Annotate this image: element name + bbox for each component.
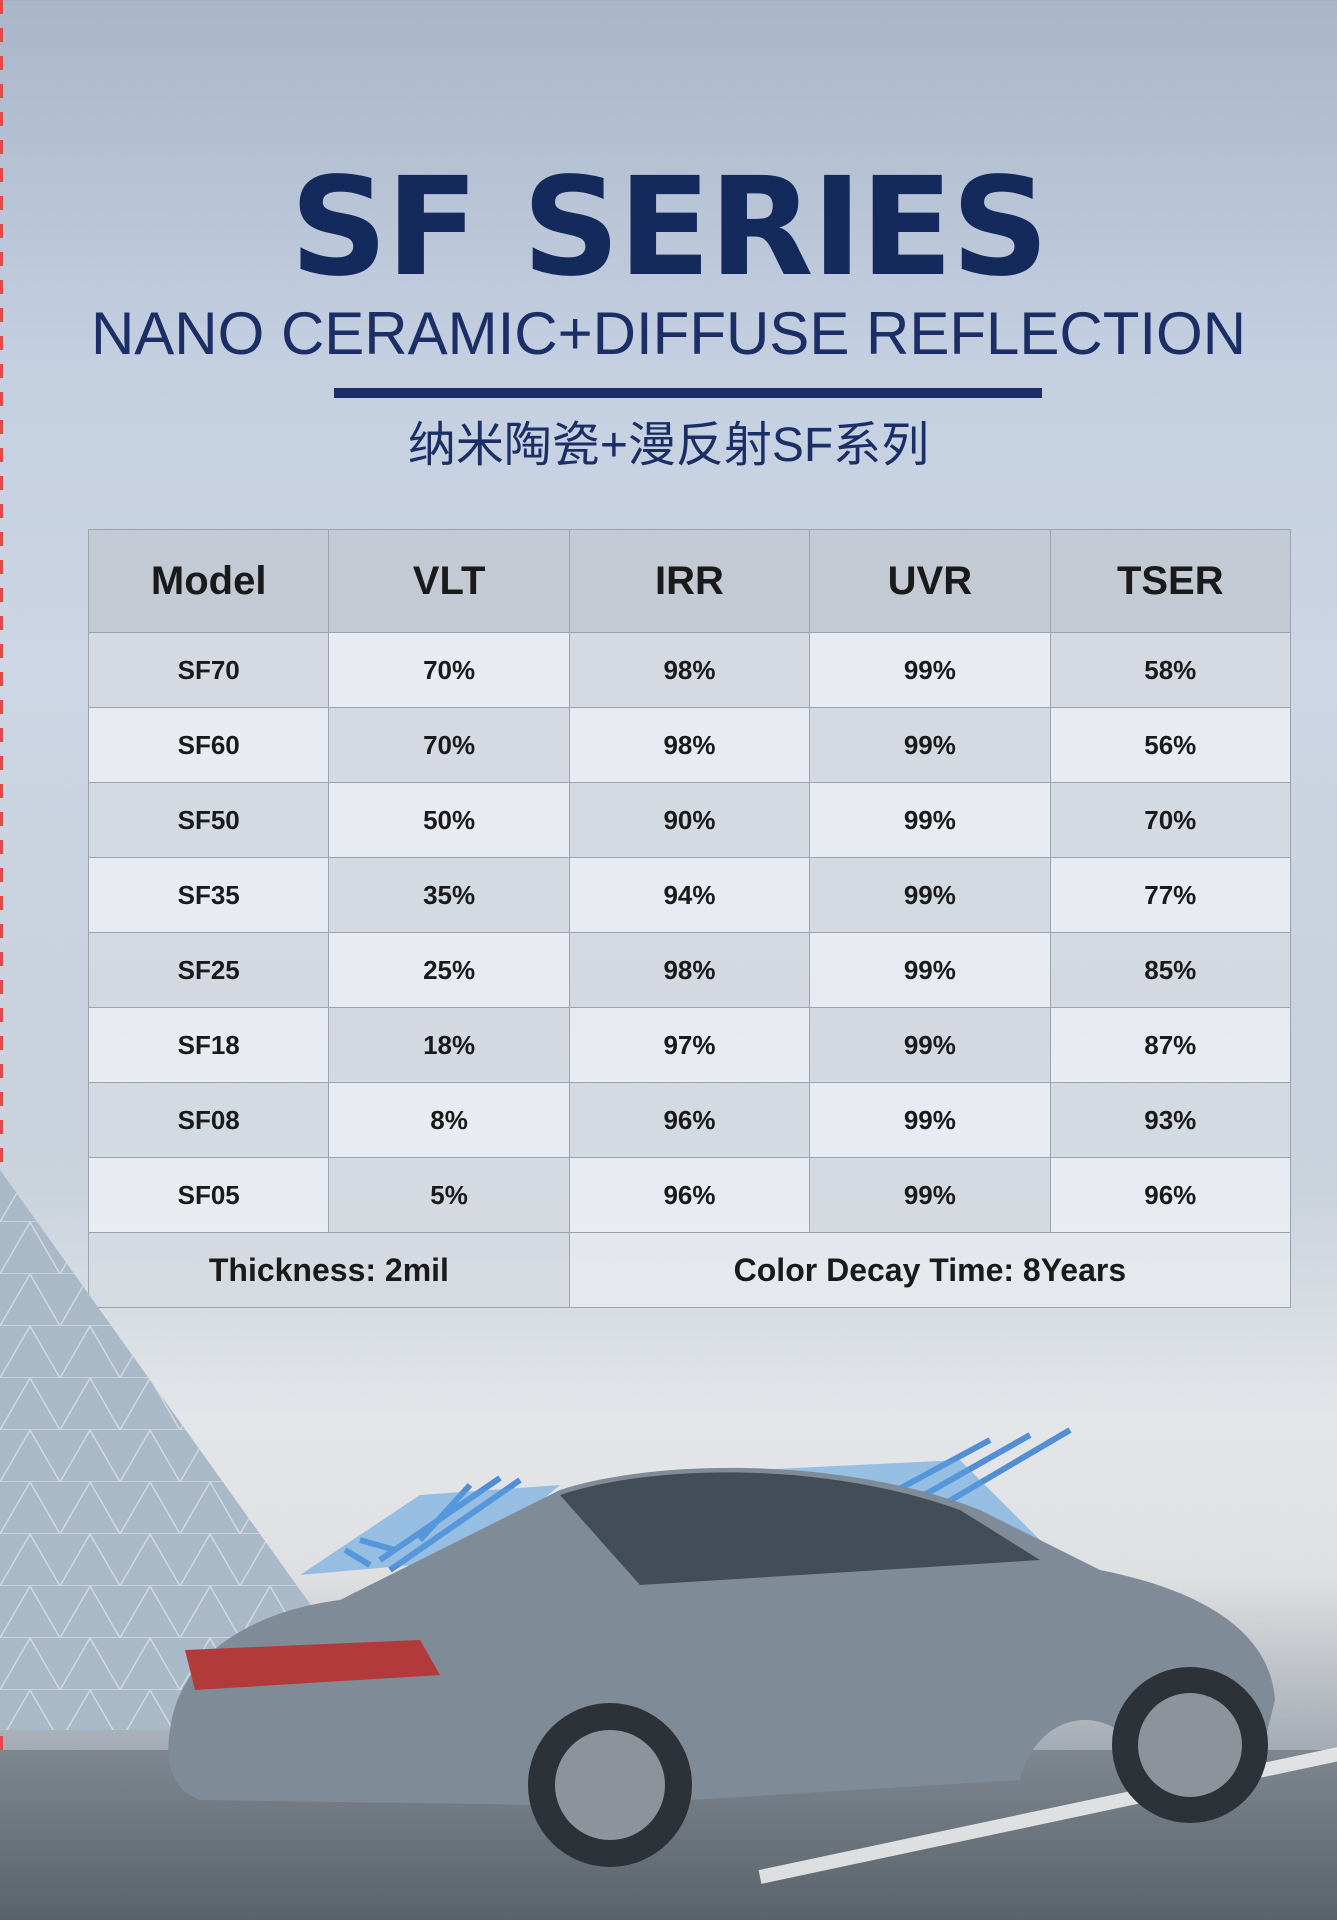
thickness-cell: Thickness: 2mil [88,1232,570,1308]
cell-uvr: 99% [809,632,1051,708]
cell-tser: 87% [1049,1007,1292,1083]
cell-vlt: 25% [328,932,570,1008]
page-subtitle: NANO CERAMIC+DIFFUSE REFLECTION [90,300,1247,367]
table-row: SF25 25% 98% 99% 85% [87,932,1292,1008]
cell-model: SF25 [87,932,330,1008]
cell-irr: 98% [568,707,811,783]
cell-tser: 56% [1049,707,1292,783]
table-row: SF08 8% 96% 99% 93% [87,1082,1292,1158]
table-row: SF35 35% 94% 99% 77% [87,857,1292,933]
cell-uvr: 99% [809,1007,1051,1083]
cell-uvr: 99% [809,782,1051,858]
cell-tser: 93% [1049,1082,1292,1158]
column-header-uvr: UVR [809,529,1051,633]
cell-irr: 96% [568,1082,811,1158]
page-title: SF SERIES [289,149,1049,307]
cell-irr: 97% [568,1007,811,1083]
cell-irr: 90% [568,782,811,858]
cell-uvr: 99% [809,857,1051,933]
table-header-row: Model VLT IRR UVR TSER [87,529,1292,633]
column-header-irr: IRR [568,529,811,633]
cell-tser: 58% [1049,632,1292,708]
cell-vlt: 5% [328,1157,570,1233]
table-row: SF05 5% 96% 99% 96% [87,1157,1292,1233]
cell-model: SF18 [87,1007,330,1083]
column-header-tser: TSER [1049,529,1292,633]
cell-vlt: 18% [328,1007,570,1083]
color-decay-cell: Color Decay Time: 8Years [568,1232,1292,1308]
cell-uvr: 99% [809,932,1051,1008]
cell-model: SF35 [87,857,330,933]
cell-model: SF50 [87,782,330,858]
cell-vlt: 50% [328,782,570,858]
title-underline [334,388,1042,398]
cell-tser: 77% [1049,857,1292,933]
column-header-model: Model [87,529,330,633]
building-illustration [0,1170,400,1730]
cell-tser: 70% [1049,782,1292,858]
cell-uvr: 99% [809,1082,1051,1158]
cell-uvr: 99% [809,1157,1051,1233]
column-header-vlt: VLT [328,529,570,633]
cell-vlt: 70% [328,632,570,708]
cell-vlt: 70% [328,707,570,783]
chinese-title: 纳米陶瓷+漫反射SF系列 [407,419,930,472]
table-row: SF70 70% 98% 99% 58% [87,632,1292,708]
table-row: SF60 70% 98% 99% 56% [87,707,1292,783]
cell-irr: 94% [568,857,811,933]
left-edge-stripe [0,0,3,1920]
table-row: SF18 18% 97% 99% 87% [87,1007,1292,1083]
table-footer-row: Thickness: 2mil Color Decay Time: 8Years [88,1232,1292,1308]
cell-irr: 98% [568,632,811,708]
cell-irr: 98% [568,932,811,1008]
cell-model: SF60 [87,707,330,783]
table-row: SF50 50% 90% 99% 70% [87,782,1292,858]
cell-irr: 96% [568,1157,811,1233]
cell-model: SF70 [87,632,330,708]
cell-uvr: 99% [809,707,1051,783]
spec-table: Model VLT IRR UVR TSER SF70 70% 98% 99% … [87,529,1292,1308]
car-illustration [168,1427,1276,1867]
cell-vlt: 8% [328,1082,570,1158]
cell-tser: 85% [1049,932,1292,1008]
cell-vlt: 35% [328,857,570,933]
cell-model: SF05 [87,1157,330,1233]
cell-tser: 96% [1049,1157,1292,1233]
cell-model: SF08 [87,1082,330,1158]
